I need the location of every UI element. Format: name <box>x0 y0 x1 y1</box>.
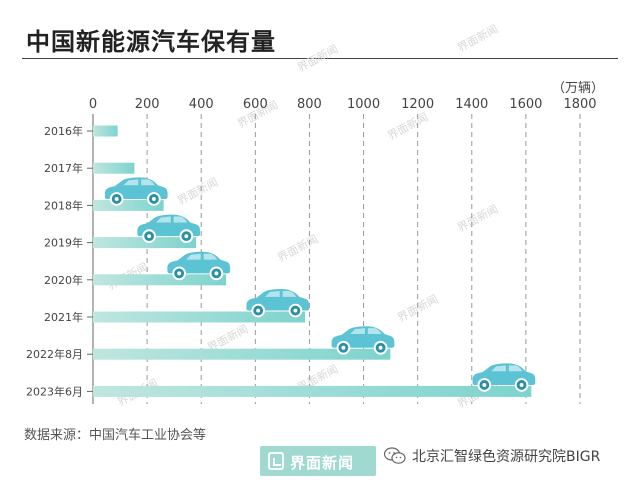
car-hub <box>341 345 346 350</box>
watermark-text: 界面新闻 <box>385 110 430 143</box>
car-hub <box>378 345 383 350</box>
credit-text: 北京汇智绿色资源研究院BIGR <box>412 449 601 465</box>
data-source-note: 数据来源：中国汽车工业协会等 <box>24 428 207 443</box>
title-divider <box>22 58 618 59</box>
car-icon <box>137 214 201 244</box>
car-hub <box>147 234 152 239</box>
axis-unit-label: （万辆） <box>552 81 604 96</box>
x-tick-label: 800 <box>297 97 322 112</box>
x-tick-label: 1600 <box>509 97 542 112</box>
category-label: 2021年 <box>44 310 83 324</box>
credit-line: 北京汇智绿色资源研究院BIGR <box>384 446 600 466</box>
bar <box>93 274 227 286</box>
x-tick-label: 0 <box>89 97 97 112</box>
bar <box>93 237 197 249</box>
category-label: 2017年 <box>44 161 83 175</box>
car-hub <box>256 308 261 313</box>
car-hub <box>177 271 182 276</box>
watermark-text: 界面新闻 <box>175 175 220 208</box>
car-icon <box>472 363 536 392</box>
car-hub <box>214 271 219 276</box>
x-tick-label: 200 <box>135 97 160 112</box>
bar <box>93 199 164 211</box>
category-label: 2018年 <box>44 198 83 212</box>
car-icon <box>167 251 231 281</box>
category-label: 2022年8月 <box>26 347 83 361</box>
logo-text: 界面新闻 <box>290 454 355 472</box>
watermark-text: 界面新闻 <box>295 42 340 75</box>
car-hub <box>293 308 298 313</box>
watermark-text: 界面新闻 <box>455 22 500 55</box>
bar <box>93 385 532 397</box>
category-label: 2023年6月 <box>26 384 83 398</box>
car-hub <box>519 383 524 387</box>
jiemian-logo-icon: 界面新闻 <box>260 446 376 476</box>
category-labels: 2016年 2017年 2018年 2019年 2020年 2021年 2022年8月 202… <box>26 124 93 398</box>
chart-title: 中国新能源汽车保有量 <box>26 28 276 56</box>
car-hub <box>114 197 119 201</box>
car-icon <box>104 177 168 206</box>
car-icon <box>246 289 310 318</box>
x-tick-label: 1400 <box>455 97 488 112</box>
wechat-icon <box>384 447 406 464</box>
car-hub <box>184 234 189 239</box>
category-label: 2016年 <box>44 124 83 138</box>
x-tick-label: 600 <box>243 97 268 112</box>
bar <box>93 125 118 137</box>
gridlines <box>146 114 581 404</box>
logo-mark-icon <box>268 452 284 470</box>
x-tick-label: 1800 <box>563 97 596 112</box>
bar <box>93 311 306 323</box>
watermark-text: 界面新闻 <box>455 202 500 235</box>
car-hub <box>482 383 487 387</box>
car-hub <box>151 197 156 201</box>
x-tick-label: 400 <box>189 97 214 112</box>
x-tick-label: 1200 <box>401 97 434 112</box>
category-label: 2019年 <box>44 236 83 250</box>
car-icons <box>104 177 536 392</box>
category-label: 2020年 <box>44 273 83 287</box>
bar <box>93 348 391 360</box>
x-tick-label: 1000 <box>347 97 380 112</box>
bars-layer <box>93 125 532 397</box>
x-axis-ticks: 0 200 400 600 800 1000 1200 1400 1600 1800 <box>89 97 597 112</box>
bar <box>93 162 135 174</box>
car-icon <box>331 326 395 355</box>
watermark-text: 界面新闻 <box>275 232 320 265</box>
